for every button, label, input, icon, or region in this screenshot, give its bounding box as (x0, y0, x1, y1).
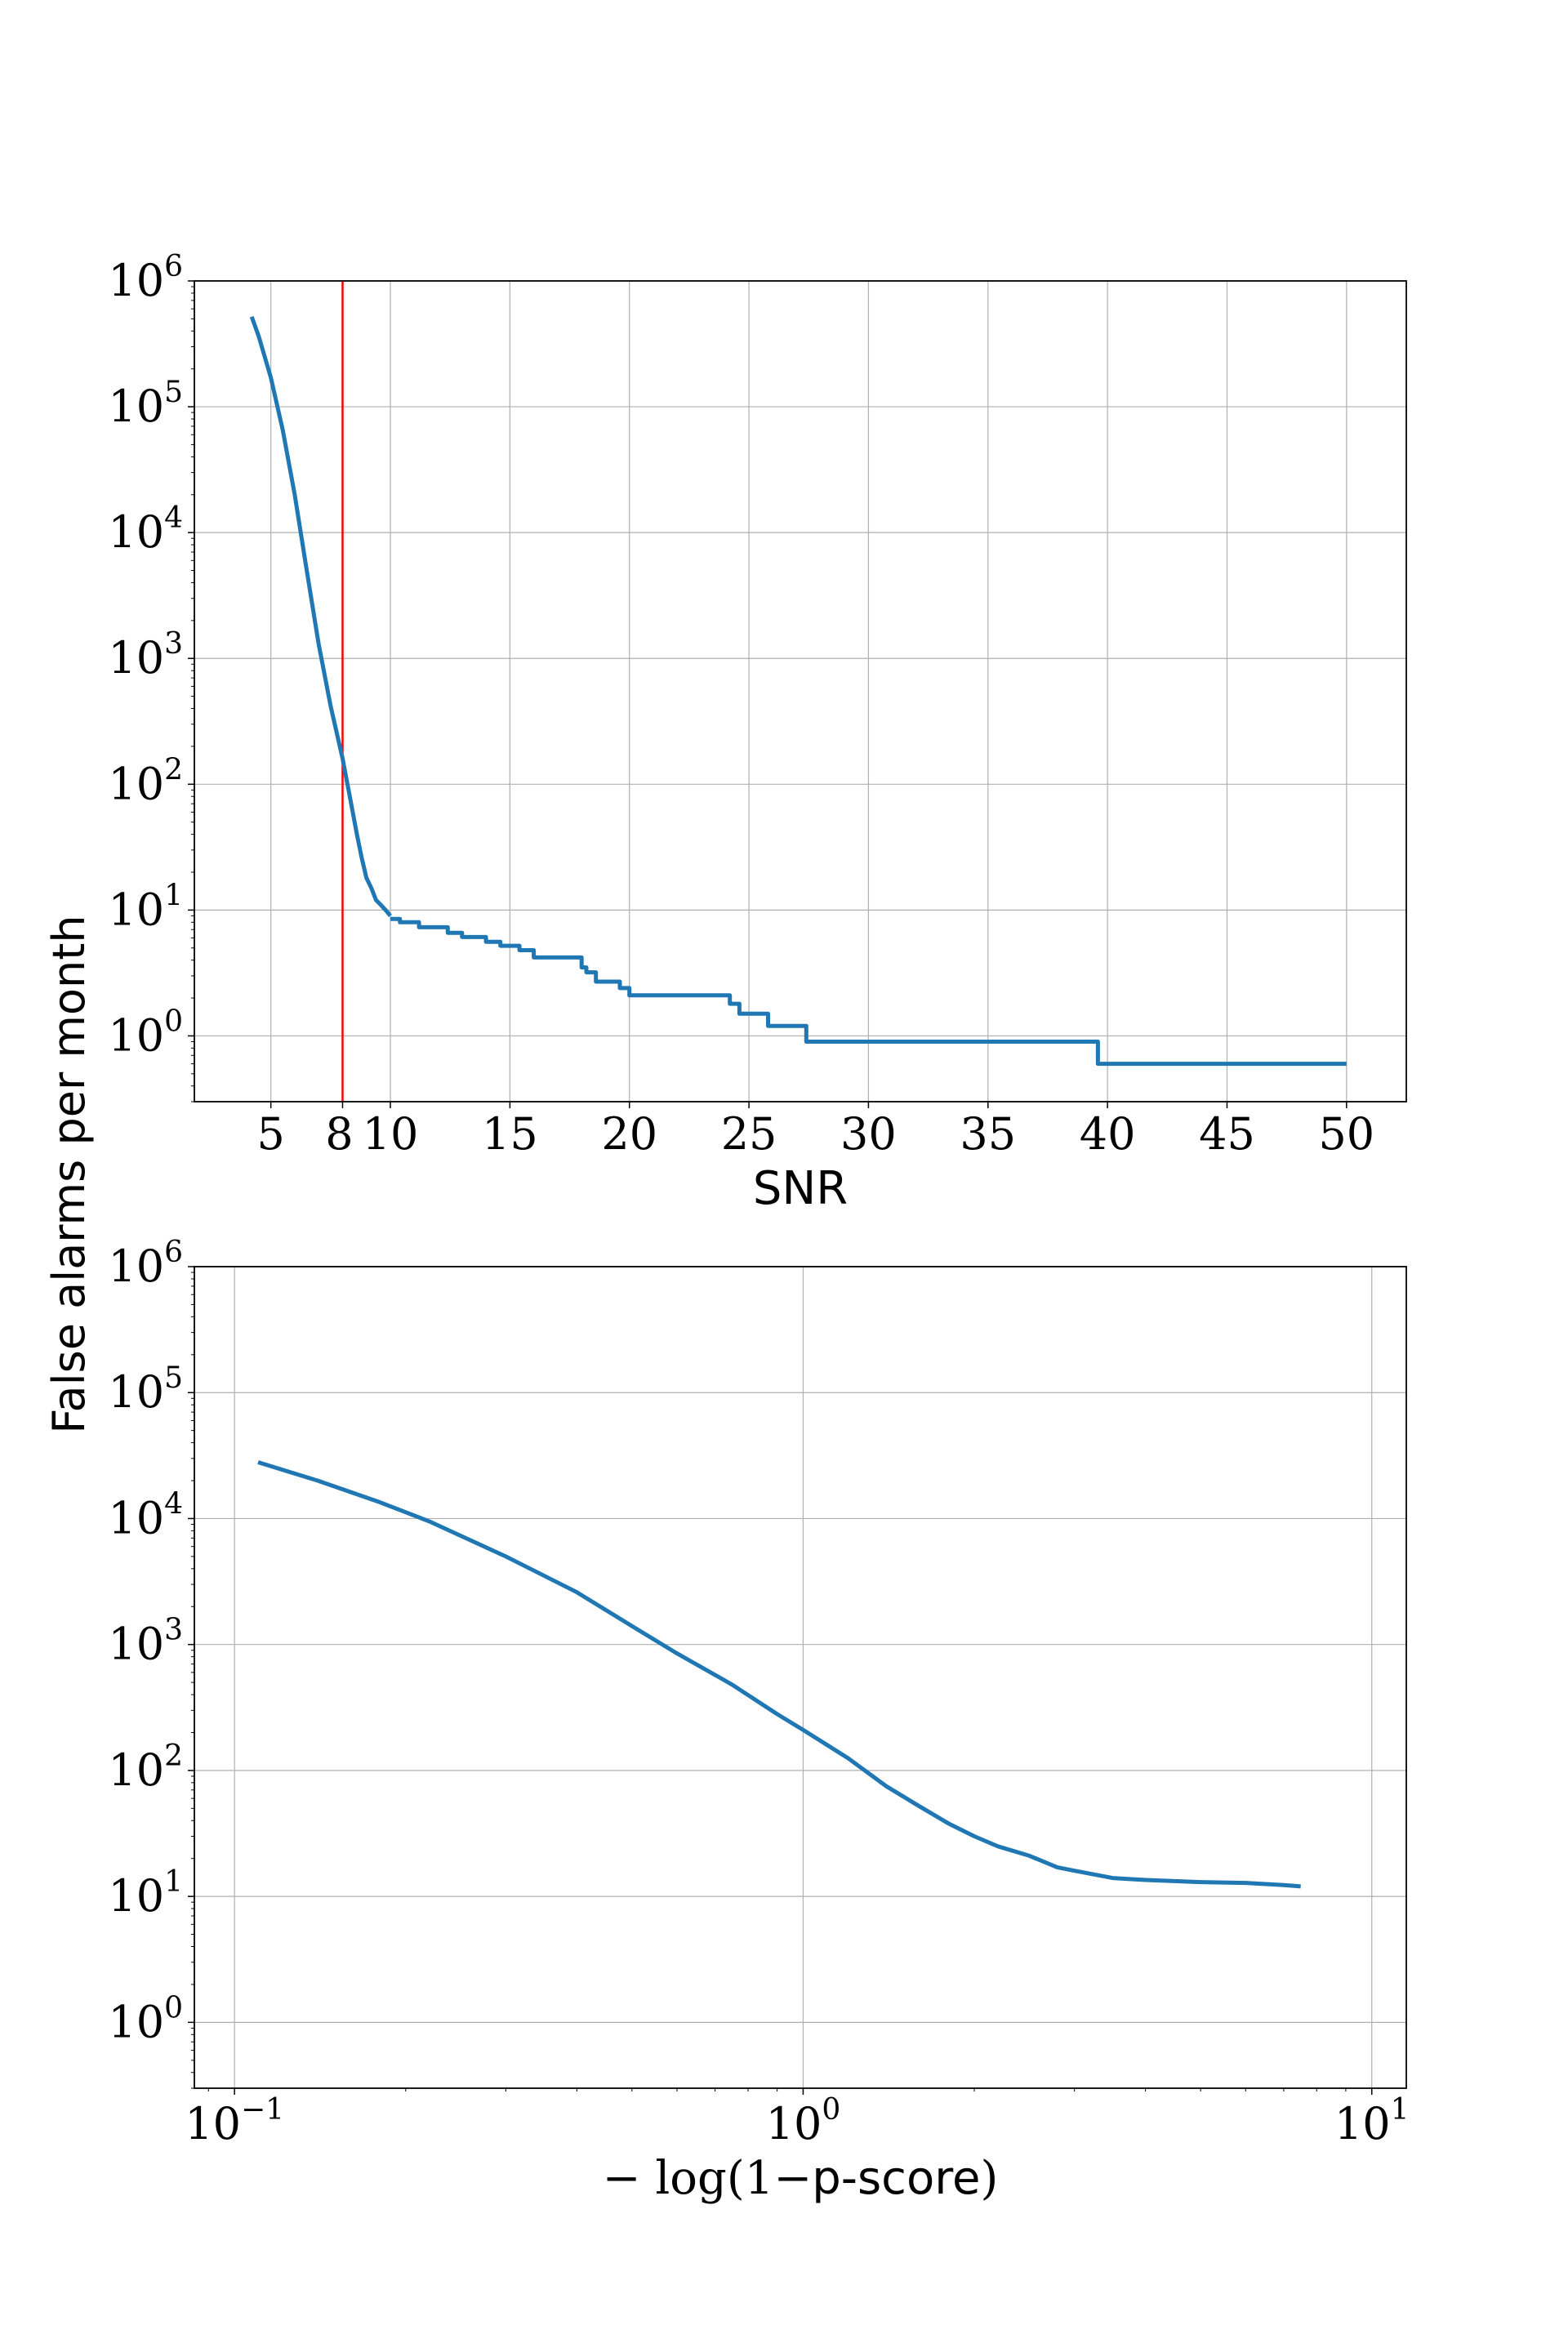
y-tick-label: 102 (108, 753, 183, 809)
x-tick-label: 35 (960, 1108, 1016, 1160)
x-tick-label: 20 (601, 1108, 657, 1160)
x-tick-label: 8 (325, 1108, 353, 1160)
y-tick-label: 102 (108, 1740, 183, 1796)
y-tick-label: 103 (108, 1614, 183, 1670)
y-tick-label: 100 (108, 1004, 183, 1061)
series-line (257, 1460, 1301, 1889)
y-tick-label: 104 (108, 1487, 183, 1544)
series-line (390, 916, 1347, 1067)
y-tick-label: 105 (108, 376, 183, 432)
y-tick-label: 104 (108, 501, 183, 558)
x-axis-label: SNR (753, 1162, 848, 1215)
x-tick-label: 15 (482, 1108, 538, 1160)
y-tick-label: 106 (108, 250, 183, 306)
x-tick-label: 10−1 (185, 2093, 284, 2149)
x-axis-label: − log(1−p-score) (603, 2152, 999, 2205)
x-tick-label: 40 (1080, 1108, 1136, 1160)
y-tick-label: 106 (108, 1236, 183, 1292)
plot-frame (194, 280, 1407, 1102)
plot-frame (194, 1266, 1407, 2089)
x-tick-label: 30 (840, 1108, 897, 1160)
y-axis-label: False alarms per month (43, 915, 95, 1433)
x-tick-label: 101 (1334, 2093, 1410, 2149)
x-tick-label: 5 (256, 1108, 284, 1160)
y-tick-label: 100 (108, 1991, 183, 2047)
x-tick-label: 10 (363, 1108, 419, 1160)
y-tick-label: 105 (108, 1361, 183, 1418)
y-tick-label: 101 (108, 879, 183, 935)
series-line (249, 315, 392, 917)
y-tick-label: 103 (108, 627, 183, 684)
x-tick-label: 100 (766, 2093, 841, 2149)
x-tick-label: 25 (721, 1108, 777, 1160)
x-tick-label: 45 (1199, 1108, 1255, 1160)
x-tick-label: 50 (1318, 1108, 1374, 1160)
y-tick-label: 101 (108, 1865, 183, 1922)
snr-chart: 100 101 102 103 104 105 106 5 8 10 15 20 25 30 35 40 45 5… (108, 250, 1407, 1215)
